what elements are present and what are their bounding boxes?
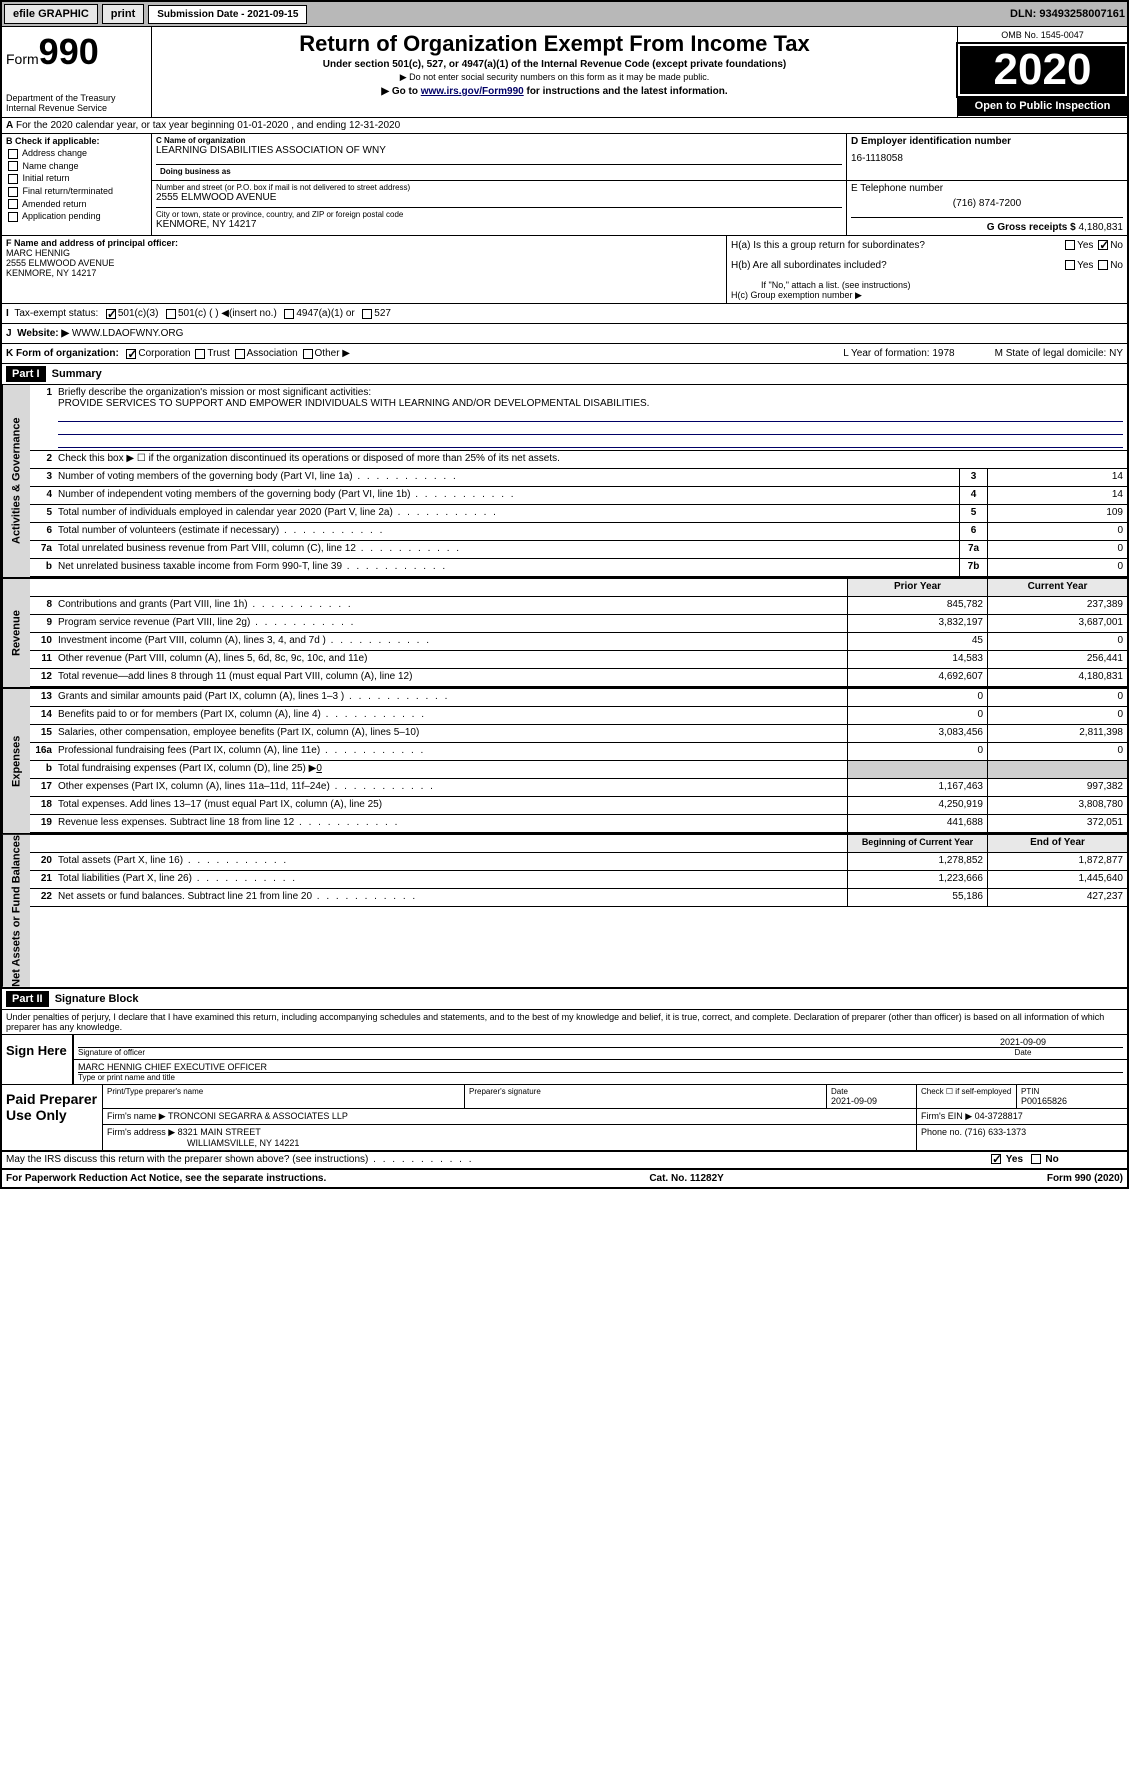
section-h: H(a) Is this a group return for subordin… xyxy=(727,236,1127,303)
checkbox-initial-return[interactable] xyxy=(8,174,18,184)
sidebar-net-assets: Net Assets or Fund Balances xyxy=(2,835,30,987)
topbar: efile GRAPHIC print Submission Date - 20… xyxy=(2,2,1127,27)
form-subtitle: Under section 501(c), 527, or 4947(a)(1)… xyxy=(156,59,953,70)
checkbox-amended[interactable] xyxy=(8,199,18,209)
footer: For Paperwork Reduction Act Notice, see … xyxy=(2,1170,1127,1187)
tax-year: 2020 xyxy=(958,44,1127,96)
irs-link[interactable]: www.irs.gov/Form990 xyxy=(421,86,524,97)
section-k: K Form of organization: Corporation Trus… xyxy=(2,344,1127,364)
sidebar-revenue: Revenue xyxy=(2,579,30,687)
section-d-ein: D Employer identification number 16-1118… xyxy=(847,134,1127,180)
checkbox-discuss-no[interactable] xyxy=(1031,1154,1041,1164)
section-f: F Name and address of principal officer:… xyxy=(2,236,727,303)
note-2: ▶ Go to www.irs.gov/Form990 for instruct… xyxy=(156,86,953,97)
department: Department of the Treasury Internal Reve… xyxy=(6,93,147,113)
val-7a: 0 xyxy=(987,541,1127,558)
checkbox-ha-no[interactable] xyxy=(1098,240,1108,250)
checkbox-discuss-yes[interactable] xyxy=(991,1154,1001,1164)
checkbox-4947[interactable] xyxy=(284,309,294,319)
part-2-header: Part II Signature Block xyxy=(2,989,1127,1010)
section-g: G Gross receipts $ 4,180,831 xyxy=(851,217,1123,233)
checkbox-501c[interactable] xyxy=(166,309,176,319)
checkbox-final-return[interactable] xyxy=(8,187,18,197)
checkbox-hb-no[interactable] xyxy=(1098,260,1108,270)
omb-number: OMB No. 1545-0047 xyxy=(958,27,1127,44)
open-inspection: Open to Public Inspection xyxy=(958,96,1127,116)
note-1: ▶ Do not enter social security numbers o… xyxy=(156,72,953,83)
val-6: 0 xyxy=(987,523,1127,540)
section-j: J Website: ▶ WWW.LDAOFWNY.ORG xyxy=(2,324,1127,344)
checkbox-527[interactable] xyxy=(362,309,372,319)
checkbox-trust[interactable] xyxy=(195,349,205,359)
form-prefix: Form xyxy=(6,51,39,67)
checkbox-name-change[interactable] xyxy=(8,161,18,171)
row-a: A For the 2020 calendar year, or tax yea… xyxy=(2,118,1127,134)
val-4: 14 xyxy=(987,487,1127,504)
efile-button[interactable]: efile GRAPHIC xyxy=(4,4,98,24)
sidebar-governance: Activities & Governance xyxy=(2,385,30,577)
section-e: E Telephone number(716) 874-7200 xyxy=(851,183,1123,209)
dln: DLN: 93493258007161 xyxy=(1010,8,1125,20)
discuss-question: May the IRS discuss this return with the… xyxy=(2,1152,987,1168)
form-number: 990 xyxy=(39,31,99,72)
form-header: Form990 Department of the Treasury Inter… xyxy=(2,27,1127,118)
signature-declaration: Under penalties of perjury, I declare th… xyxy=(2,1010,1127,1035)
checkbox-pending[interactable] xyxy=(8,212,18,222)
checkbox-corp[interactable] xyxy=(126,349,136,359)
val-3: 14 xyxy=(987,469,1127,486)
print-button[interactable]: print xyxy=(102,4,144,24)
checkbox-other[interactable] xyxy=(303,349,313,359)
section-c-name: C Name of organization LEARNING DISABILI… xyxy=(152,134,847,180)
section-i: I Tax-exempt status: 501(c)(3) 501(c) ( … xyxy=(2,304,1127,324)
checkbox-hb-yes[interactable] xyxy=(1065,260,1075,270)
paid-preparer-block: Paid Preparer Use Only Print/Type prepar… xyxy=(2,1085,1127,1152)
checkbox-address-change[interactable] xyxy=(8,149,18,159)
checkbox-ha-yes[interactable] xyxy=(1065,240,1075,250)
sidebar-expenses: Expenses xyxy=(2,689,30,833)
checkbox-501c3[interactable] xyxy=(106,309,116,319)
part-1-header: Part I Summary xyxy=(2,364,1127,385)
val-5: 109 xyxy=(987,505,1127,522)
checkbox-assoc[interactable] xyxy=(235,349,245,359)
val-7b: 0 xyxy=(987,559,1127,576)
section-b: B Check if applicable: Address change Na… xyxy=(2,134,152,235)
sign-here-block: Sign Here Signature of officer 2021-09-0… xyxy=(2,1035,1127,1085)
submission-date: Submission Date - 2021-09-15 xyxy=(148,5,307,24)
form-title: Return of Organization Exempt From Incom… xyxy=(156,31,953,57)
